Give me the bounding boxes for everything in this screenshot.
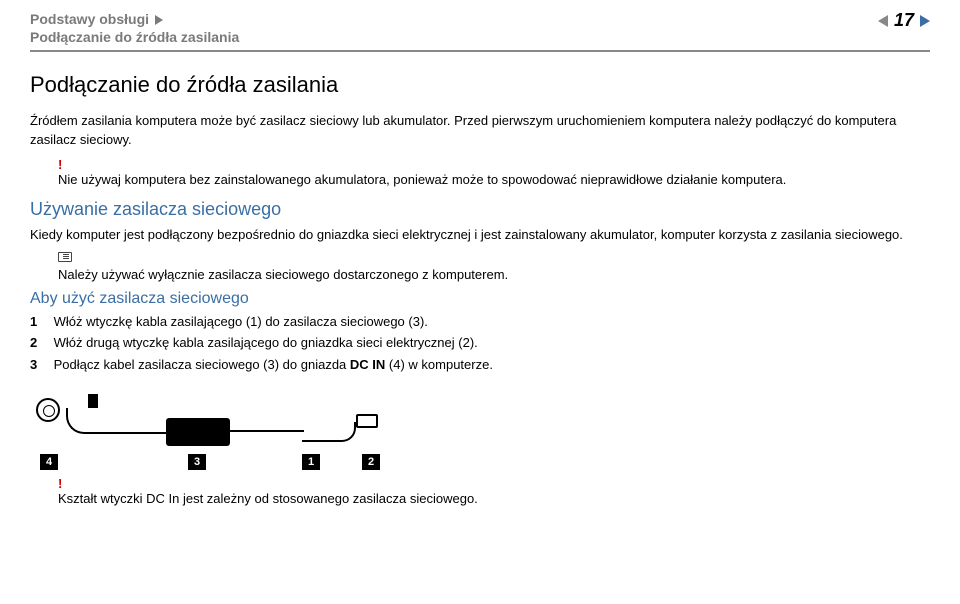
step-number: 3 bbox=[30, 355, 50, 375]
prev-page-icon[interactable] bbox=[878, 15, 888, 27]
dc-in-jack-icon bbox=[36, 398, 60, 422]
diagram-label-3: 3 bbox=[188, 454, 206, 470]
step-item: 1 Włóż wtyczkę kabla zasilającego (1) do… bbox=[30, 312, 930, 332]
breadcrumb-line1: Podstawy obsługi bbox=[30, 11, 149, 27]
page-number: 17 bbox=[894, 10, 914, 31]
warning-icon: ! bbox=[58, 476, 62, 491]
step-item: 2 Włóż drugą wtyczkę kabla zasilającego … bbox=[30, 333, 930, 353]
ac-adapter-icon bbox=[166, 418, 230, 446]
diagram-label-2: 2 bbox=[362, 454, 380, 470]
section-heading-2: Aby użyć zasilacza sieciowego bbox=[30, 290, 930, 308]
note-text: Należy używać wyłącznie zasilacza siecio… bbox=[58, 267, 508, 282]
note-icon bbox=[58, 252, 72, 262]
diagram-label-1: 1 bbox=[302, 454, 320, 470]
warning-block: ! Nie używaj komputera bez zainstalowane… bbox=[58, 157, 930, 187]
step-text: Włóż drugą wtyczkę kabla zasilającego do… bbox=[54, 335, 478, 350]
step-text-post: (4) w komputerze. bbox=[385, 357, 493, 372]
step-text-bold: DC IN bbox=[350, 357, 385, 372]
next-page-icon[interactable] bbox=[920, 15, 930, 27]
header: Podstawy obsługi Podłączanie do źródła z… bbox=[30, 10, 930, 52]
warning-block-2: ! Kształt wtyczki DC In jest zależny od … bbox=[58, 476, 930, 506]
note-block: Należy używać wyłącznie zasilacza siecio… bbox=[30, 252, 930, 282]
power-diagram: 4 3 1 2 bbox=[30, 392, 450, 472]
step-number: 1 bbox=[30, 312, 50, 332]
chevron-right-icon bbox=[155, 15, 163, 25]
warning-text-2: Kształt wtyczki DC In jest zależny od st… bbox=[58, 491, 478, 506]
page-nav: 17 bbox=[878, 10, 930, 31]
steps-list: 1 Włóż wtyczkę kabla zasilającego (1) do… bbox=[30, 312, 930, 375]
section1-body: Kiedy komputer jest podłączony bezpośred… bbox=[30, 226, 930, 244]
warning-icon: ! bbox=[58, 157, 62, 172]
cable-icon bbox=[302, 422, 356, 442]
step-number: 2 bbox=[30, 333, 50, 353]
breadcrumb-line2: Podłączanie do źródła zasilania bbox=[30, 29, 239, 45]
intro-paragraph: Źródłem zasilania komputera może być zas… bbox=[30, 112, 930, 148]
step-text-pre: Podłącz kabel zasilacza sieciowego (3) d… bbox=[54, 357, 350, 372]
ac-plug-icon bbox=[356, 414, 378, 428]
page-title: Podłączanie do źródła zasilania bbox=[30, 72, 930, 98]
breadcrumb: Podstawy obsługi Podłączanie do źródła z… bbox=[30, 10, 239, 46]
step-item: 3 Podłącz kabel zasilacza sieciowego (3)… bbox=[30, 355, 930, 375]
step-text: Włóż wtyczkę kabla zasilającego (1) do z… bbox=[54, 314, 428, 329]
section-heading-1: Używanie zasilacza sieciowego bbox=[30, 199, 930, 220]
cable-icon bbox=[230, 430, 304, 432]
cable-icon bbox=[66, 408, 166, 434]
warning-text: Nie używaj komputera bez zainstalowanego… bbox=[58, 172, 786, 187]
diagram-label-4: 4 bbox=[40, 454, 58, 470]
dc-plug-icon bbox=[88, 394, 98, 408]
